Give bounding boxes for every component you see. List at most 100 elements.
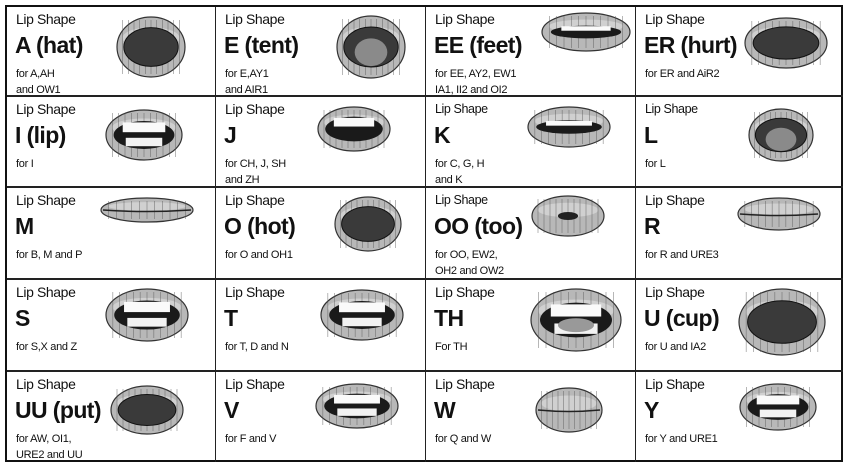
lip-shape-open-dark-icon <box>334 196 402 252</box>
phoneme-name: S <box>15 305 30 331</box>
description-line: for I <box>16 158 34 170</box>
description-line: for F and V <box>225 433 277 445</box>
phoneme-description: for S,X and Z <box>16 339 77 355</box>
lip-shape-closed-icon <box>100 197 194 223</box>
lip-shape-open-dark-icon <box>738 288 826 356</box>
lip-shape-label: Lip Shape <box>435 193 488 207</box>
lip-shape-teeth-wide-icon <box>527 106 611 148</box>
phoneme-name: R <box>644 213 661 239</box>
description-line: for A,AH <box>16 68 55 80</box>
lip-shape-cell: Lip Shape I (lip) for I <box>7 97 216 188</box>
phoneme-name: J <box>224 122 237 148</box>
lip-shape-open-dark-icon <box>110 385 184 435</box>
description-line: for S,X and Z <box>16 341 77 353</box>
phoneme-name: EE (feet) <box>434 32 523 58</box>
description-line: URE2 and UU <box>16 449 83 461</box>
description-line: IA1, II2 and OI2 <box>435 84 508 96</box>
lip-shape-label: Lip Shape <box>645 11 705 27</box>
lip-shape-teeth-open-icon <box>105 109 183 161</box>
lip-shape-pucker-icon <box>531 195 605 237</box>
lip-shape-cell: Lip Shape O (hot) for O and OH1 <box>216 188 426 280</box>
phoneme-name: L <box>644 122 658 148</box>
phoneme-description: for L <box>645 156 666 172</box>
lip-shape-open-tongue-icon <box>748 108 814 162</box>
lip-shape-label: Lip Shape <box>16 284 76 300</box>
lip-shape-cell: Lip Shape ER (hurt) for ER and AiR2 <box>636 7 843 97</box>
description-line: OH2 and OW2 <box>435 265 504 277</box>
lip-shape-label: Lip Shape <box>645 102 698 116</box>
phoneme-description: for U and IA2 <box>645 339 706 355</box>
lip-shape-open-dark-icon <box>744 17 828 69</box>
phoneme-description: for CH, J, SH and ZH <box>225 156 286 186</box>
phoneme-description: for OO, EW2, OH2 and OW2 <box>435 247 504 278</box>
lip-shape-pucker-teeth-icon <box>317 106 391 152</box>
lip-shape-label: Lip Shape <box>225 284 285 300</box>
lip-shape-cell: Lip Shape U (cup) for U and IA2 <box>636 280 843 372</box>
lip-shape-label: Lip Shape <box>16 11 76 27</box>
lip-shape-closed-icon <box>535 387 603 433</box>
phoneme-description: for B, M and P <box>16 247 82 263</box>
lip-shape-label: Lip Shape <box>16 376 76 392</box>
description-line: and AIR1 <box>225 84 268 96</box>
lip-shape-label: Lip Shape <box>16 101 76 117</box>
lip-shape-teeth-icon <box>315 383 399 429</box>
lip-shape-teeth-icon <box>105 288 189 342</box>
description-line: for Q and W <box>435 433 491 445</box>
lip-shape-label: Lip Shape <box>645 192 705 208</box>
description-line: for Y and URE1 <box>645 433 718 445</box>
lip-shape-label: Lip Shape <box>225 192 285 208</box>
phoneme-name: ER (hurt) <box>644 32 738 58</box>
phoneme-description: for F and V <box>225 431 276 447</box>
description-line: and ZH <box>225 174 260 186</box>
phoneme-description: for Q and W <box>435 431 491 447</box>
phoneme-name: A (hat) <box>15 32 83 58</box>
lip-shape-teeth-tongue-icon <box>530 288 622 352</box>
phoneme-description: For TH <box>435 339 468 355</box>
phoneme-description: for E,AY1 and AIR1 <box>225 66 269 96</box>
description-line: for ER and AiR2 <box>645 68 720 80</box>
phoneme-description: for EE, AY2, EW1 IA1, II2 and OI2 <box>435 66 517 96</box>
phoneme-name: TH <box>434 305 464 331</box>
description-line: for O and OH1 <box>225 249 293 261</box>
lip-shape-open-dark-icon <box>116 16 186 78</box>
description-line: and OW1 <box>16 84 61 96</box>
lip-shape-label: Lip Shape <box>645 376 705 392</box>
phoneme-name: E (tent) <box>224 32 299 58</box>
phoneme-description: for Y and URE1 <box>645 431 718 447</box>
lip-shape-open-tongue-icon <box>336 15 406 79</box>
description-line: for OO, EW2, <box>435 249 498 261</box>
description-line: for C, G, H <box>435 158 485 170</box>
phoneme-description: for C, G, H and K <box>435 156 485 186</box>
lip-shape-chart: Lip Shape A (hat) for A,AH and OW1 Lip Shape… <box>5 5 843 462</box>
description-line: for AW, OI1, <box>16 433 72 445</box>
lip-shape-cell: Lip Shape EE (feet) for EE, AY2, EW1 IA1, I… <box>426 7 636 97</box>
lip-shape-label: Lip Shape <box>435 11 495 27</box>
phoneme-description: for T, D and N <box>225 339 289 355</box>
phoneme-name: M <box>15 213 34 239</box>
lip-shape-teeth-icon <box>320 289 404 341</box>
lip-shape-cell: Lip Shape A (hat) for A,AH and OW1 <box>7 7 216 97</box>
lip-shape-label: Lip Shape <box>645 284 705 300</box>
lip-shape-label: Lip Shape <box>435 284 495 300</box>
phoneme-name: W <box>434 397 456 423</box>
description-line: For TH <box>435 341 468 353</box>
lip-shape-teeth-icon <box>739 383 817 431</box>
description-line: for E,AY1 <box>225 68 269 80</box>
phoneme-name: OO (too) <box>434 213 523 239</box>
phoneme-description: for AW, OI1, URE2 and UU <box>16 431 83 462</box>
phoneme-description: for I <box>16 156 34 172</box>
lip-shape-label: Lip Shape <box>225 101 285 117</box>
phoneme-name: K <box>434 122 451 148</box>
description-line: for B, M and P <box>16 249 83 261</box>
lip-shape-cell: Lip Shape OO (too) for OO, EW2, OH2 and OW2 <box>426 188 636 280</box>
phoneme-name: UU (put) <box>15 397 101 423</box>
